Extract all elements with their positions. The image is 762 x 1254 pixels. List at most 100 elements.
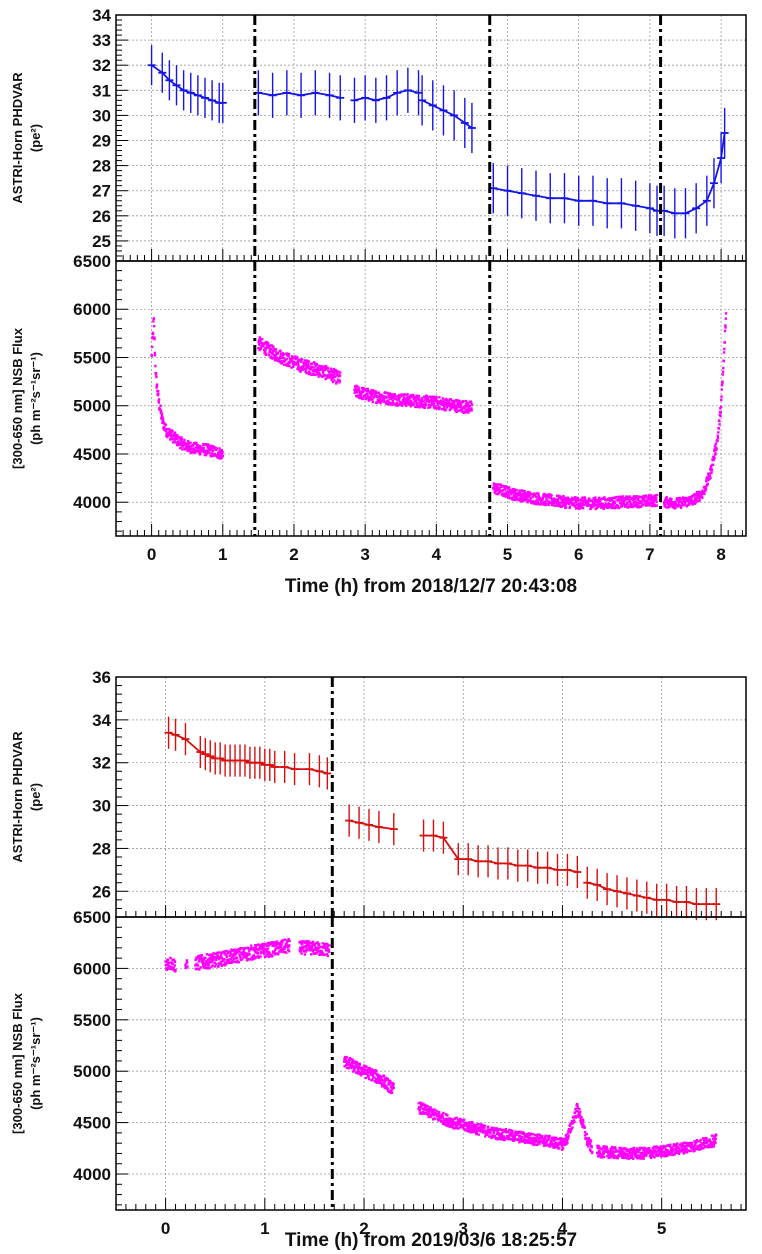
data-point bbox=[718, 423, 721, 426]
data-point bbox=[421, 1103, 425, 1107]
data-point bbox=[511, 1134, 515, 1138]
data-point bbox=[360, 1066, 364, 1070]
data-point bbox=[552, 1139, 556, 1142]
data-point bbox=[370, 389, 373, 392]
data-point bbox=[613, 500, 616, 503]
data-point bbox=[210, 960, 214, 964]
data-point bbox=[649, 499, 652, 502]
data-point bbox=[500, 1133, 504, 1136]
data-point bbox=[527, 1132, 531, 1135]
data-point bbox=[425, 397, 428, 400]
data-point bbox=[402, 394, 406, 397]
data-point bbox=[181, 448, 184, 451]
data-point bbox=[332, 367, 335, 371]
data-point bbox=[265, 955, 268, 958]
data-point bbox=[721, 382, 724, 385]
data-point bbox=[237, 947, 240, 951]
data-point bbox=[557, 496, 561, 499]
series-line bbox=[663, 132, 726, 215]
data-point bbox=[324, 944, 327, 947]
data-point bbox=[380, 1078, 384, 1081]
data-point bbox=[236, 959, 239, 962]
data-point bbox=[633, 504, 636, 507]
data-point bbox=[205, 959, 209, 963]
data-point bbox=[650, 1153, 653, 1156]
data-point bbox=[664, 1146, 667, 1149]
data-point bbox=[608, 502, 611, 506]
data-point bbox=[590, 503, 594, 507]
data-point bbox=[506, 1130, 510, 1134]
data-point bbox=[268, 344, 272, 347]
data-point bbox=[684, 500, 688, 503]
data-point bbox=[665, 496, 668, 499]
data-point bbox=[454, 404, 458, 407]
data-point bbox=[218, 447, 221, 450]
x-tick-label: 5 bbox=[503, 545, 512, 564]
data-point bbox=[484, 1135, 487, 1138]
data-point bbox=[406, 400, 410, 403]
data-point bbox=[494, 489, 497, 493]
data-point bbox=[719, 411, 723, 414]
data-point bbox=[419, 399, 423, 403]
data-point bbox=[397, 393, 401, 397]
data-point bbox=[494, 484, 498, 488]
data-point bbox=[622, 503, 625, 506]
data-point bbox=[268, 347, 271, 350]
data-point bbox=[550, 494, 553, 497]
data-point bbox=[470, 1129, 473, 1133]
data-point bbox=[326, 374, 330, 377]
data-point bbox=[512, 498, 515, 502]
data-point bbox=[610, 504, 613, 507]
data-point bbox=[458, 1121, 462, 1124]
data-point bbox=[564, 506, 568, 509]
data-point bbox=[649, 1154, 652, 1158]
data-point bbox=[185, 966, 188, 970]
data-point bbox=[541, 1137, 544, 1140]
data-point bbox=[308, 946, 311, 950]
data-point bbox=[387, 396, 391, 399]
data-point bbox=[419, 1101, 422, 1104]
data-point bbox=[179, 443, 182, 446]
data-point bbox=[422, 400, 425, 403]
data-point bbox=[598, 496, 601, 500]
data-point bbox=[274, 348, 278, 351]
data-point bbox=[547, 496, 550, 499]
data-point bbox=[415, 394, 418, 397]
data-point bbox=[521, 499, 525, 503]
data-point bbox=[291, 356, 294, 360]
data-point bbox=[670, 1150, 674, 1154]
data-point bbox=[388, 394, 391, 398]
data-point bbox=[270, 344, 273, 347]
data-point bbox=[622, 1150, 625, 1153]
data-point bbox=[679, 505, 683, 509]
data-point bbox=[496, 487, 499, 490]
data-point bbox=[608, 1155, 611, 1158]
data-point bbox=[364, 1072, 367, 1075]
data-point bbox=[417, 1107, 420, 1110]
data-point bbox=[714, 452, 717, 455]
data-point bbox=[376, 395, 379, 398]
data-point bbox=[705, 480, 708, 483]
data-point bbox=[724, 317, 728, 320]
data-point bbox=[412, 393, 415, 397]
data-point bbox=[292, 365, 295, 369]
data-point bbox=[635, 1147, 638, 1150]
segment-4 bbox=[342, 1055, 395, 1095]
data-point bbox=[659, 1145, 663, 1148]
data-point bbox=[504, 1128, 507, 1131]
x-tick-label: 1 bbox=[218, 545, 227, 564]
data-point bbox=[485, 1130, 489, 1133]
data-point bbox=[376, 1073, 380, 1076]
data-point bbox=[519, 497, 523, 500]
data-point bbox=[370, 1068, 374, 1071]
data-point bbox=[373, 394, 377, 398]
data-point bbox=[660, 1148, 664, 1152]
data-point bbox=[617, 1149, 620, 1153]
data-point bbox=[355, 1060, 358, 1064]
data-point bbox=[259, 341, 263, 344]
data-point bbox=[235, 960, 238, 964]
data-point bbox=[404, 403, 407, 406]
data-point bbox=[448, 408, 452, 412]
